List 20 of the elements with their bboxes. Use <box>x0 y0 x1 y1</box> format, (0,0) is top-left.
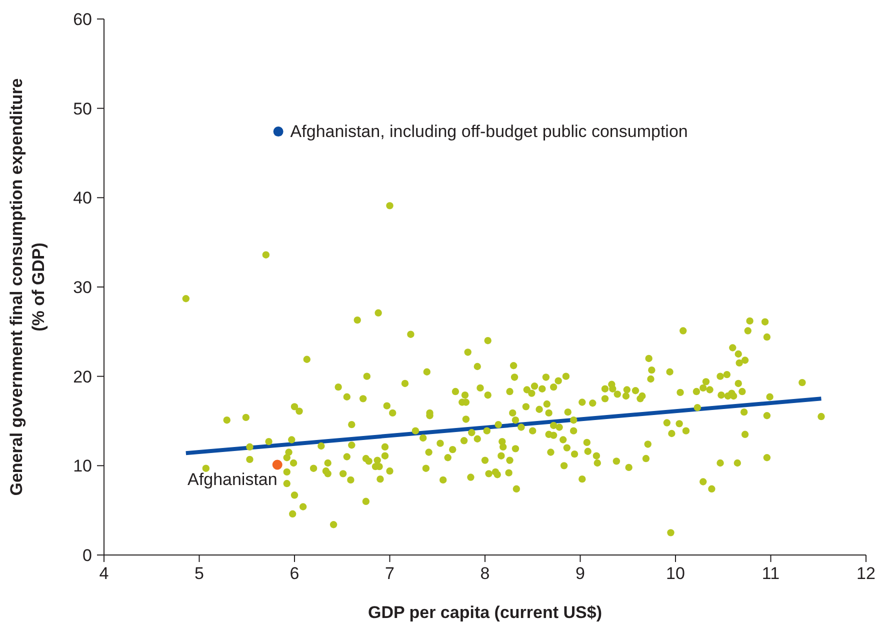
series-label: Afghanistan <box>188 470 278 489</box>
x-tick-label: 8 <box>480 564 490 584</box>
y-tick-label: 30 <box>73 278 92 298</box>
y-tick-label: 50 <box>73 99 92 118</box>
y-tick-label: 20 <box>73 367 92 386</box>
x-tick-label: 11 <box>762 564 780 584</box>
y-tick-label: 0 <box>82 546 92 566</box>
x-tick-label: 7 <box>385 564 394 584</box>
x-tick-label: 5 <box>194 564 204 584</box>
y-tick-label: 40 <box>73 188 92 208</box>
x-tick-label: 6 <box>290 564 300 584</box>
x-axis-title: GDP per capita (current US$) <box>368 603 602 622</box>
y-tick-label: 60 <box>73 10 92 30</box>
x-tick-label: 12 <box>856 564 876 584</box>
x-tick-label: 4 <box>99 564 109 584</box>
x-tick-label: 9 <box>576 564 585 584</box>
x-tick-label: 10 <box>666 564 685 584</box>
series-label: Afghanistan, including off-budget public consumption <box>290 122 688 142</box>
y-tick-label: 10 <box>73 456 92 476</box>
y-axis-title: General government final consumption expenditure (% of GDP) <box>7 78 48 496</box>
